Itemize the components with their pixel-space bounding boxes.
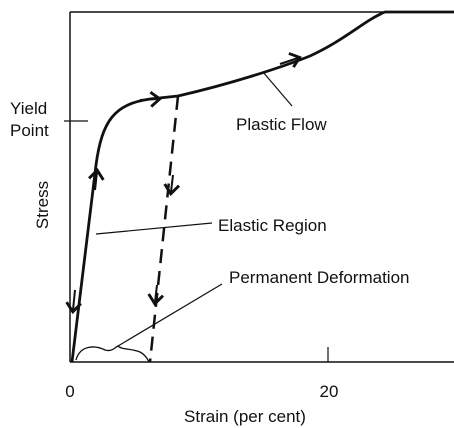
arrows bbox=[65, 52, 302, 315]
unloading-line bbox=[148, 95, 180, 363]
arrow-up bbox=[88, 167, 105, 191]
y-axis-label: Stress bbox=[33, 181, 52, 229]
elastic-region-label: Elastic Region bbox=[218, 216, 327, 235]
leaders bbox=[95, 71, 293, 347]
x-tick-label: 20 bbox=[320, 382, 339, 401]
x-tick-label: 0 bbox=[65, 382, 74, 401]
yield-label: Point bbox=[10, 121, 49, 140]
deformation-brace bbox=[75, 345, 150, 363]
yield-label: Yield bbox=[10, 99, 47, 118]
x-axis-label: Strain (per cent) bbox=[184, 407, 306, 426]
axes bbox=[64, 11, 454, 363]
leader bbox=[262, 71, 293, 107]
leader bbox=[95, 222, 213, 235]
arrow-down bbox=[65, 289, 82, 315]
arrow-right bbox=[279, 52, 302, 68]
arrow-right bbox=[139, 91, 163, 108]
arrow-down bbox=[147, 284, 165, 307]
permanent-deformation-label: Permanent Deformation bbox=[229, 268, 409, 287]
arrow-down bbox=[163, 174, 181, 197]
stress-strain-curve bbox=[70, 10, 454, 363]
leader bbox=[117, 283, 223, 347]
plastic-flow-label: Plastic Flow bbox=[236, 115, 327, 134]
